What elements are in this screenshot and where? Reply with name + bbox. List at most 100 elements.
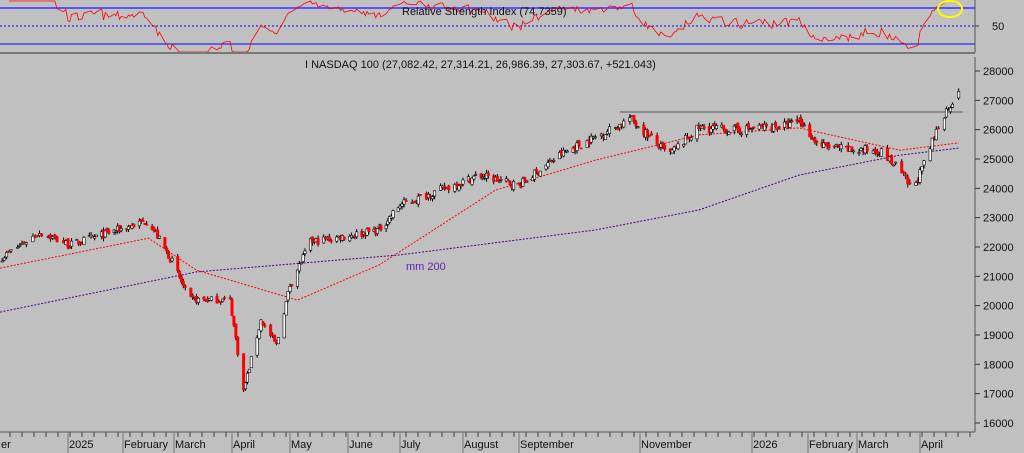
- candle-up: [137, 220, 141, 227]
- candle-up: [474, 174, 478, 176]
- y-tick-label: 20000: [983, 301, 1014, 313]
- candle-up: [894, 161, 898, 164]
- candle-up: [922, 160, 926, 166]
- candle-up: [348, 236, 352, 242]
- candle-up: [859, 148, 863, 152]
- y-tick-label: 27000: [983, 95, 1014, 107]
- candle-up: [608, 126, 612, 134]
- x-tick-label: July: [401, 439, 421, 451]
- candle-up: [398, 205, 402, 209]
- rsi-title: Relative Strength Index (74.7359): [402, 6, 567, 18]
- candle-down: [875, 150, 879, 155]
- x-tick-label: May: [291, 439, 312, 451]
- candle-down: [723, 128, 727, 134]
- candle-down: [764, 123, 768, 127]
- candle-down: [223, 297, 227, 299]
- candle-down: [228, 297, 232, 299]
- candle-down: [873, 148, 877, 153]
- candle-up: [589, 135, 593, 143]
- candle-up: [727, 131, 731, 135]
- candle-up: [948, 107, 952, 113]
- x-tick-label: August: [464, 439, 498, 451]
- candle-up: [930, 137, 934, 151]
- candle-down: [908, 182, 912, 185]
- candle-down: [143, 222, 147, 225]
- candle-up: [525, 180, 529, 183]
- candle-down: [746, 123, 750, 130]
- candle-up: [9, 249, 13, 252]
- y-tick-label: 25000: [983, 154, 1014, 166]
- x-tick-label: 2026: [753, 439, 777, 451]
- candle-down: [68, 247, 72, 249]
- candle-up: [614, 127, 618, 129]
- rsi-panel: Relative Strength Index (74.7359) 50: [0, 0, 1004, 54]
- candle-up: [461, 179, 465, 185]
- candle-up: [257, 329, 261, 339]
- candle-up: [839, 144, 843, 150]
- candle-up: [402, 199, 406, 205]
- candle-up: [565, 150, 569, 153]
- candle-down: [181, 281, 185, 286]
- candle-down: [404, 199, 408, 202]
- candle-up: [400, 203, 404, 207]
- candle-down: [459, 184, 463, 187]
- candle-up: [386, 220, 390, 225]
- candle-up: [512, 180, 516, 190]
- candle-down: [808, 124, 812, 138]
- candle-up: [672, 146, 676, 152]
- candle-up: [309, 238, 313, 251]
- candle-down: [447, 185, 451, 191]
- candle-down: [752, 126, 756, 129]
- candle-down: [885, 147, 889, 162]
- candle-down: [183, 285, 187, 288]
- candle-down: [738, 127, 742, 134]
- ma-long-line: [0, 147, 959, 313]
- candle-up: [5, 252, 9, 258]
- candle-down: [132, 224, 136, 228]
- candle-up: [431, 196, 435, 200]
- candle-up: [676, 143, 680, 150]
- candle-up: [622, 120, 626, 128]
- candle-up: [822, 142, 826, 148]
- candle-up: [355, 231, 359, 238]
- x-tick-label: er: [1, 439, 11, 451]
- candle-down: [179, 276, 183, 283]
- candle-down: [78, 242, 82, 245]
- candle-down: [273, 334, 277, 342]
- candle-up: [388, 216, 392, 223]
- candle-up: [297, 263, 301, 272]
- candle-down: [799, 116, 803, 124]
- candle-up: [18, 245, 22, 247]
- candle-down: [815, 140, 819, 143]
- candle-up: [31, 235, 35, 243]
- candle-down: [234, 323, 238, 339]
- candle-down: [189, 287, 193, 297]
- candle-up: [934, 128, 938, 141]
- candle-up: [299, 262, 303, 265]
- ma-short-line: [0, 127, 959, 301]
- candle-down: [827, 144, 831, 149]
- candle-up: [114, 230, 118, 233]
- candle-up: [247, 368, 251, 373]
- candle-up: [757, 124, 761, 130]
- candle-down: [777, 126, 781, 129]
- candle-down: [165, 247, 169, 252]
- y-tick-label: 28000: [983, 66, 1014, 78]
- candle-down: [66, 238, 70, 248]
- candle-up: [951, 103, 955, 108]
- candle-up: [75, 239, 79, 241]
- candle-down: [900, 161, 904, 174]
- candle-down: [7, 250, 11, 253]
- candle-down: [722, 124, 726, 130]
- candle-down: [327, 236, 331, 242]
- candle-down: [577, 140, 581, 147]
- candle-up: [684, 135, 688, 145]
- candle-down: [663, 145, 667, 150]
- candle-up: [879, 148, 883, 157]
- x-tick-label: June: [349, 439, 373, 451]
- candle-down: [519, 184, 523, 189]
- candle-down: [77, 240, 81, 245]
- candle-up: [918, 169, 922, 183]
- candle-down: [632, 115, 636, 122]
- candle-up: [303, 250, 307, 254]
